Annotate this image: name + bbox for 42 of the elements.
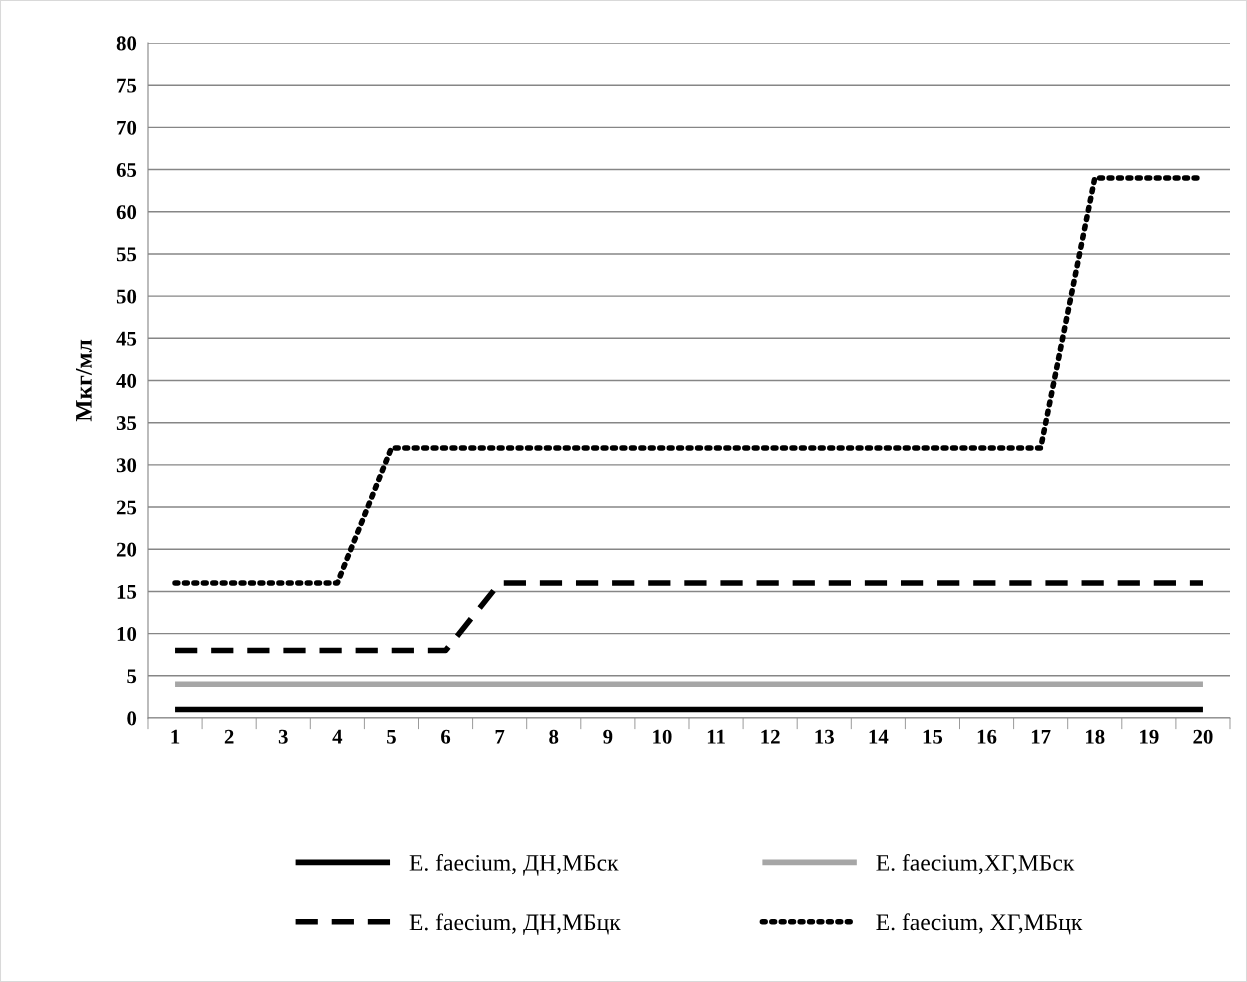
x-tick-label: 17 (1031, 729, 1051, 744)
y-tick-label: 30 (116, 458, 137, 473)
x-tick-label: 20 (1193, 729, 1213, 744)
x-tick-label: 13 (815, 729, 834, 744)
y-tick-label: 25 (116, 500, 137, 515)
legend-label: E. faecium,ХГ,МБск (876, 854, 1075, 875)
x-tick-label: 1 (171, 729, 180, 744)
y-tick-label: 65 (116, 163, 137, 177)
x-tick-label: 8 (549, 729, 559, 744)
x-tick-label: 9 (603, 729, 613, 744)
y-tick-label: 10 (117, 627, 137, 642)
y-tick-label: 50 (116, 289, 137, 304)
x-tick-label: 4 (332, 729, 343, 744)
y-tick-label: 35 (116, 416, 137, 431)
x-tick-label: 14 (869, 729, 889, 744)
y-tick-label: 20 (116, 542, 137, 557)
y-tick-label: 75 (117, 78, 137, 93)
y-tick-label: 80 (116, 36, 137, 51)
legend-label: E. faecium, ДН,МБцк (409, 913, 621, 936)
x-tick-label: 19 (1140, 729, 1159, 744)
x-tick-label: 3 (278, 729, 288, 744)
y-tick-label: 15 (117, 584, 137, 599)
legend-label: E. faecium, ДН,МБск (409, 854, 619, 876)
x-tick-label: 5 (387, 729, 396, 744)
x-tick-label: 10 (653, 729, 672, 744)
y-tick-label: 55 (116, 247, 137, 262)
y-tick-label: 5 (127, 669, 137, 684)
x-tick-label: 12 (761, 729, 780, 744)
y-tick-label: 0 (127, 711, 137, 726)
x-tick-label: 16 (977, 729, 997, 744)
x-tick-label: 15 (923, 729, 943, 744)
y-tick-label: 40 (116, 373, 137, 388)
y-axis-title: Мкг/мл (76, 339, 92, 422)
legend-label: E. faecium, ХГ,МБцк (876, 913, 1083, 935)
x-tick-label: 2 (224, 729, 234, 744)
x-tick-label: 7 (495, 729, 505, 744)
x-tick-label: 6 (441, 729, 451, 744)
y-tick-label: 45 (116, 331, 137, 346)
y-tick-label: 70 (117, 120, 137, 135)
x-tick-label: 18 (1086, 729, 1105, 744)
x-tick-label: 11 (707, 729, 725, 744)
y-tick-label: 60 (116, 205, 137, 220)
